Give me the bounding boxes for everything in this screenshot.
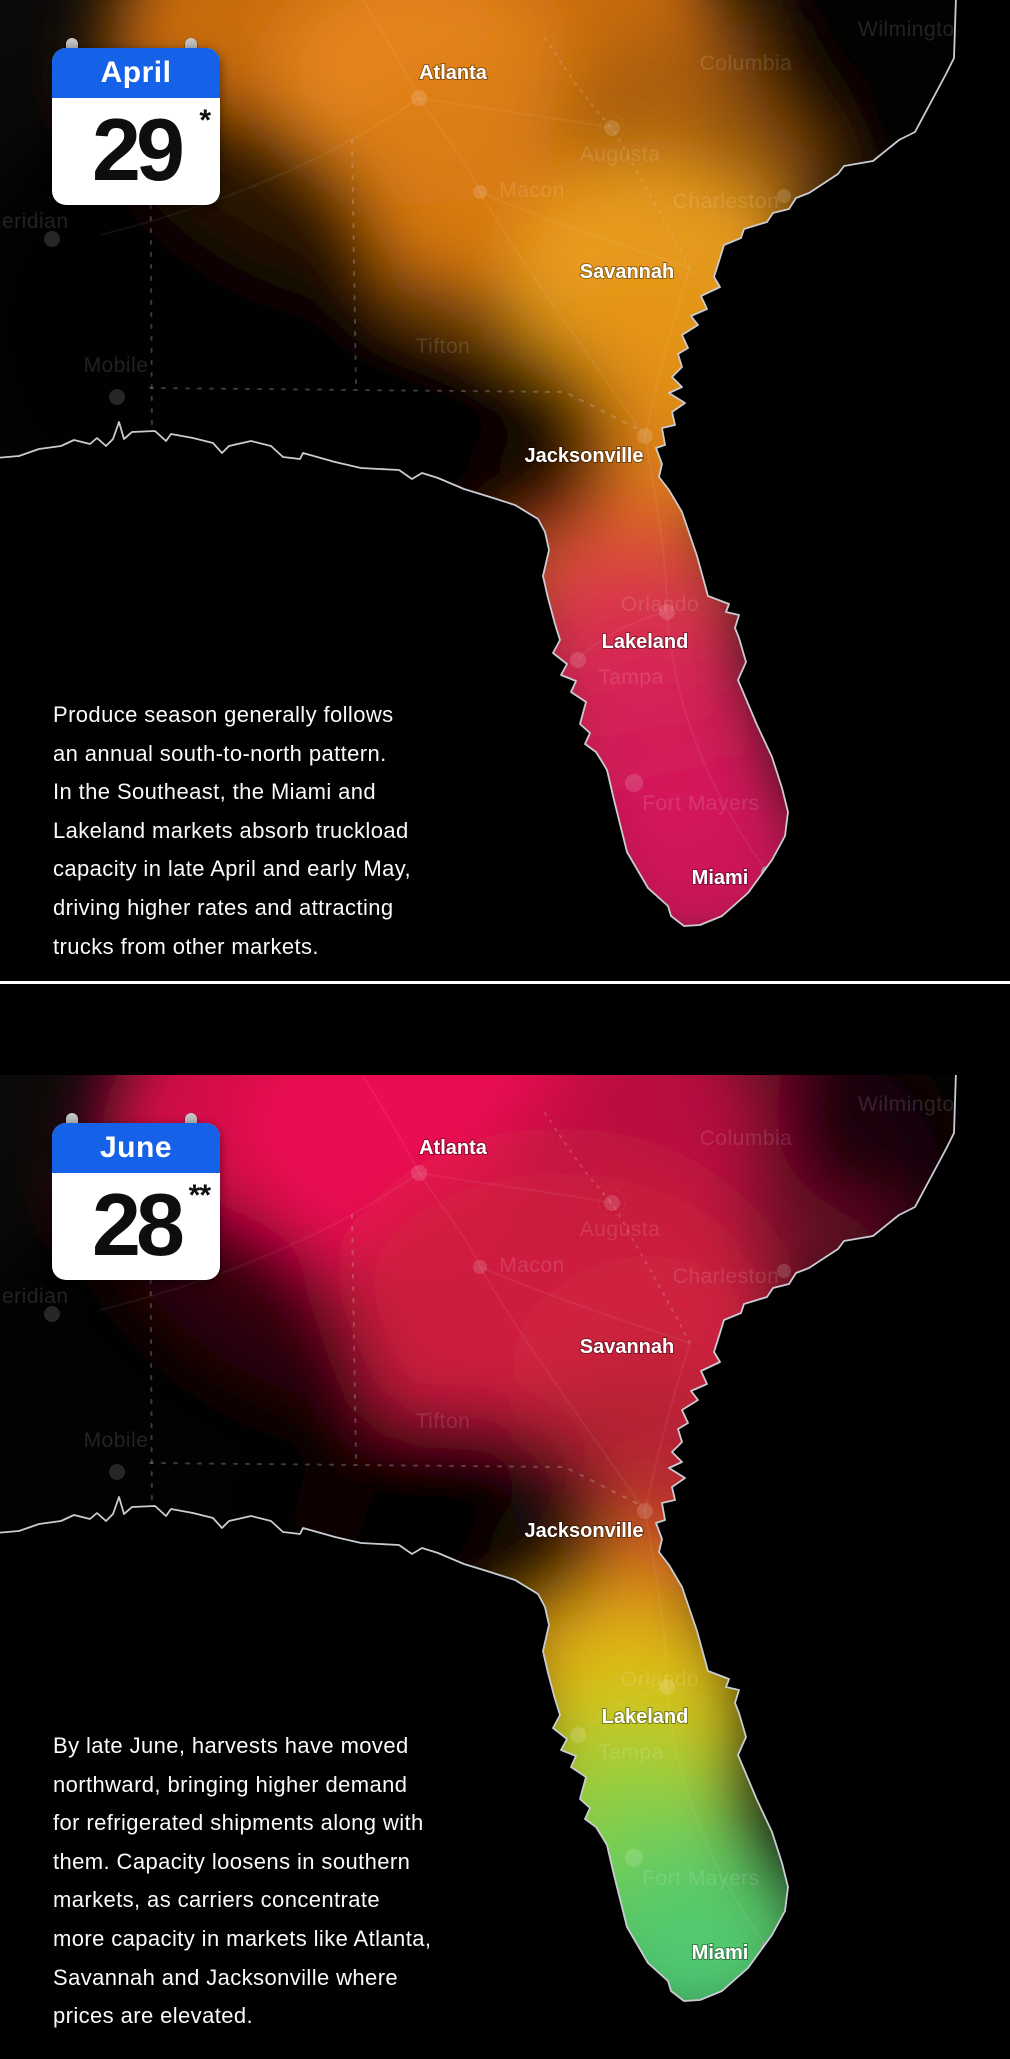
city-label-atlanta: Atlanta bbox=[419, 62, 488, 84]
faded-label-tampa: Tampa bbox=[598, 666, 664, 689]
faded-city-labels: Wilmington Columbia Augusta Macon Charle… bbox=[0, 18, 958, 815]
faded-label-orlando: Orlando bbox=[621, 593, 699, 616]
calendar-month-header: April bbox=[52, 48, 220, 98]
city-label-miami: Miami bbox=[692, 867, 749, 889]
tampa-dot bbox=[570, 1727, 586, 1743]
tampa-dot bbox=[570, 652, 586, 668]
faded-label-columbia: Columbia bbox=[700, 52, 793, 75]
faded-label-charleston: Charleston bbox=[673, 190, 780, 213]
faded-label-mobile: Mobile bbox=[84, 354, 149, 377]
meridian-dot bbox=[44, 1306, 60, 1322]
faded-label-tifton: Tifton bbox=[416, 1410, 471, 1433]
panel-april: Wilmington Columbia Augusta Macon Charle… bbox=[0, 0, 1010, 985]
city-label-jacksonville: Jacksonville bbox=[525, 1520, 644, 1542]
caption-june: By late June, harvests have moved northw… bbox=[53, 1733, 432, 2029]
faded-label-meridian: Meridian bbox=[0, 210, 69, 233]
city-label-lakeland: Lakeland bbox=[602, 631, 689, 653]
city-dots bbox=[44, 1165, 791, 1953]
augusta-dot bbox=[604, 1195, 620, 1211]
atlanta-dot bbox=[411, 90, 427, 106]
panel-divider bbox=[0, 981, 1010, 984]
fort-mayers-dot bbox=[625, 774, 643, 792]
roads bbox=[99, 0, 768, 873]
city-label-miami: Miami bbox=[692, 1942, 749, 1964]
faded-label-fort-mayers: Fort Mayers bbox=[642, 1867, 760, 1890]
augusta-ring bbox=[598, 114, 626, 142]
faded-label-augusta: Augusta bbox=[580, 143, 661, 166]
mobile-dot bbox=[109, 1464, 125, 1480]
faded-label-mobile: Mobile bbox=[84, 1429, 149, 1452]
augusta-dot bbox=[604, 120, 620, 136]
faded-label-orlando: Orlando bbox=[621, 1668, 699, 1691]
calendar-day: 29 bbox=[92, 99, 185, 199]
macon-dot bbox=[473, 185, 487, 199]
jacksonville-dot bbox=[637, 1503, 653, 1519]
faded-label-macon: Macon bbox=[499, 179, 565, 202]
faded-label-fort-mayers: Fort Mayers bbox=[642, 792, 760, 815]
faded-label-wilmington: Wilmington bbox=[858, 18, 958, 41]
atlanta-dot bbox=[411, 1165, 427, 1181]
mobile-dot bbox=[109, 389, 125, 405]
meridian-dot bbox=[44, 231, 60, 247]
heatmap-april bbox=[0, 0, 956, 926]
faded-label-augusta: Augusta bbox=[580, 1218, 661, 1241]
faded-label-meridian: Meridian bbox=[0, 1285, 69, 1308]
city-label-atlanta: Atlanta bbox=[419, 1137, 488, 1159]
city-dots bbox=[44, 90, 791, 878]
faded-label-macon: Macon bbox=[499, 1254, 565, 1277]
city-label-savannah: Savannah bbox=[580, 261, 674, 283]
calendar-june: June 28 ** bbox=[52, 1113, 220, 1281]
market-labels-april: Atlanta Savannah Jacksonville Lakeland M… bbox=[418, 61, 749, 890]
city-label-jacksonville: Jacksonville bbox=[525, 445, 644, 467]
faded-label-tifton: Tifton bbox=[416, 335, 471, 358]
market-labels-june: Atlanta Savannah Jacksonville Lakeland M… bbox=[418, 1136, 749, 1965]
calendar-month: April bbox=[100, 56, 172, 89]
roads bbox=[99, 1075, 768, 1948]
calendar-month-header: June bbox=[52, 1123, 220, 1173]
macon-dot bbox=[473, 1260, 487, 1274]
map-june: Wilmington Columbia Augusta Macon Charle… bbox=[0, 1075, 958, 2002]
fort-mayers-dot bbox=[625, 1849, 643, 1867]
city-label-lakeland: Lakeland bbox=[602, 1706, 689, 1728]
panel-june: Wilmington Columbia Augusta Macon Charle… bbox=[0, 1075, 1010, 2059]
map-april: Wilmington Columbia Augusta Macon Charle… bbox=[0, 0, 958, 927]
augusta-ring bbox=[598, 1189, 626, 1217]
faded-city-labels: Wilmington Columbia Augusta Macon Charle… bbox=[0, 1093, 958, 1890]
faded-label-tampa: Tampa bbox=[598, 1741, 664, 1764]
caption-april: Produce season generally follows an annu… bbox=[53, 702, 412, 959]
faded-label-wilmington: Wilmington bbox=[858, 1093, 958, 1116]
faded-label-columbia: Columbia bbox=[700, 1127, 793, 1150]
footnote-marker: * bbox=[199, 104, 211, 137]
calendar-month: June bbox=[99, 1131, 173, 1164]
footnote-marker: ** bbox=[188, 1179, 211, 1212]
orlando-dot bbox=[659, 604, 675, 620]
orlando-dot bbox=[659, 1679, 675, 1695]
jacksonville-dot bbox=[637, 428, 653, 444]
calendar-day: 28 bbox=[92, 1174, 185, 1274]
charleston-dot bbox=[777, 1264, 791, 1278]
faded-label-charleston: Charleston bbox=[673, 1265, 780, 1288]
city-label-savannah: Savannah bbox=[580, 1336, 674, 1358]
charleston-dot bbox=[777, 189, 791, 203]
calendar-april: April 29 * bbox=[52, 38, 220, 206]
